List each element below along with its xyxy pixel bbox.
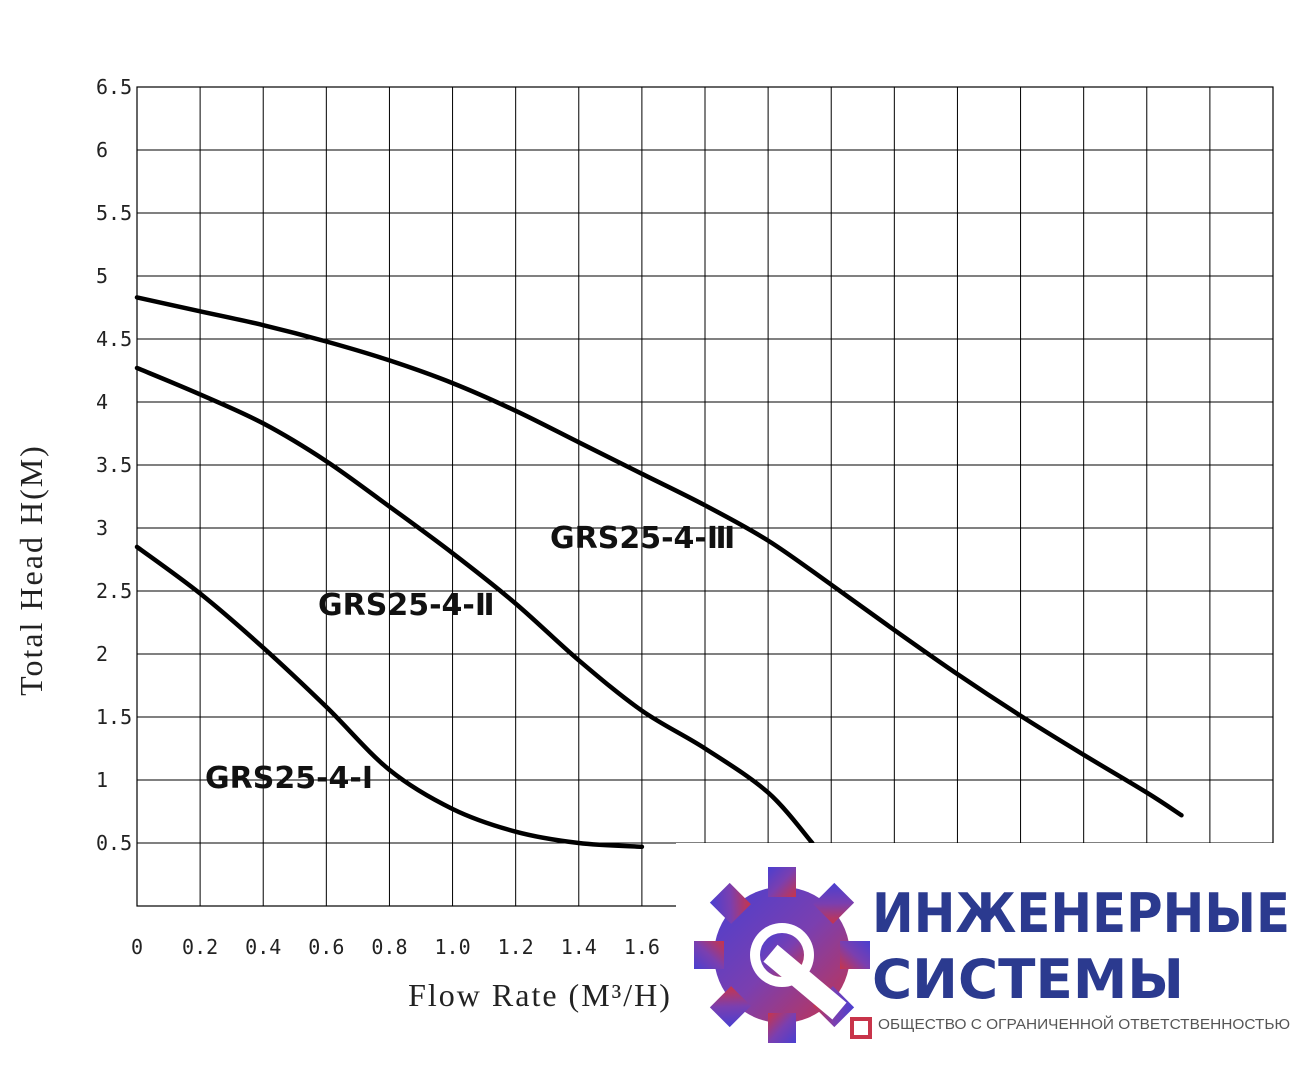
y-tick-label: 4.5 [96, 327, 132, 351]
x-tick-label: 1.0 [434, 935, 470, 959]
x-tick-label: 0.6 [308, 935, 344, 959]
x-tick-label: 0.4 [245, 935, 281, 959]
y-tick-label: 3.5 [96, 453, 132, 477]
curve-label: GRS25-4-Ⅲ [550, 521, 735, 556]
logo: ИНЖЕНЕРНЫЕ СИСТЕМЫ ОБЩЕСТВО С ОГРАНИЧЕНН… [676, 843, 1316, 1077]
x-tick-label: 1.2 [498, 935, 534, 959]
y-tick-label: 2.5 [96, 579, 132, 603]
y-tick-label: 2 [96, 642, 108, 666]
x-tick-label: 0.8 [371, 935, 407, 959]
curve-label: GRS25-4-Ⅰ [205, 761, 373, 796]
curve [134, 295, 1184, 818]
gear-icon [694, 867, 872, 1043]
y-tick-label: 4 [96, 390, 108, 414]
curve-label: GRS25-4-Ⅱ [318, 588, 495, 623]
y-tick-label: 0.5 [96, 831, 132, 855]
logo-tagline: ОБЩЕСТВО С ОГРАНИЧЕННОЙ ОТВЕТСТВЕННОСТЬЮ [878, 1015, 1290, 1033]
x-tick-label: 0 [131, 935, 143, 959]
curve [134, 365, 815, 846]
x-axis-title: Flow Rate (M³/H) [408, 977, 672, 1013]
y-tick-label: 6.5 [96, 75, 132, 99]
x-tick-label: 1.4 [561, 935, 597, 959]
y-tick-label: 6 [96, 138, 108, 162]
y-tick-label: 1 [96, 768, 108, 792]
y-tick-label: 1.5 [96, 705, 132, 729]
curve [134, 544, 645, 850]
x-tick-label: 1.6 [624, 935, 660, 959]
x-tick-label: 0.2 [182, 935, 218, 959]
y-axis-title: Total Head H(M) [13, 444, 49, 696]
y-tick-label: 3 [96, 516, 108, 540]
y-tick-label: 5 [96, 264, 108, 288]
logo-line2: СИСТЕМЫ [872, 948, 1184, 1011]
logo-line1: ИНЖЕНЕРНЫЕ [872, 882, 1290, 945]
y-tick-label: 5.5 [96, 201, 132, 225]
